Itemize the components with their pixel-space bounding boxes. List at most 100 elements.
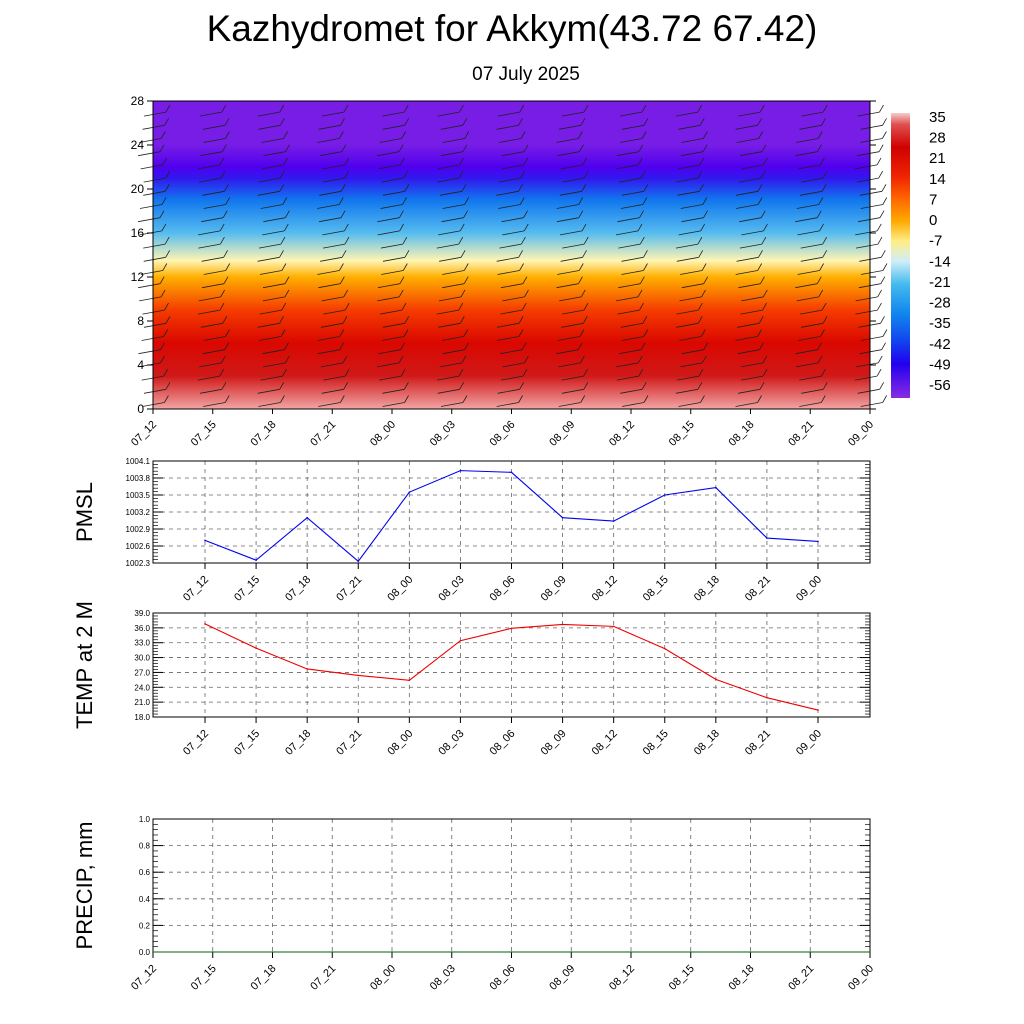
data-point bbox=[408, 491, 411, 493]
wind-barb-flag bbox=[285, 144, 290, 152]
wind-barb-flag bbox=[816, 276, 822, 284]
wind-barb bbox=[681, 349, 704, 355]
x-tick-label: 08_12 bbox=[590, 574, 620, 604]
wind-barb-flag bbox=[637, 355, 643, 364]
wind-barb bbox=[801, 177, 824, 183]
wind-barb-flag bbox=[520, 170, 525, 179]
wind-barb-flag bbox=[164, 118, 169, 126]
wind-barb-flag bbox=[762, 355, 768, 364]
wind-barb-flag bbox=[581, 223, 587, 232]
wind-barb bbox=[142, 309, 165, 315]
wind-barb-flag bbox=[458, 236, 464, 245]
x-tick-label: 07_21 bbox=[334, 728, 364, 758]
wind-barb-flag bbox=[280, 395, 285, 403]
wind-barb-flag bbox=[698, 250, 704, 258]
wind-barb bbox=[795, 283, 818, 289]
wind-barb-flag bbox=[637, 157, 643, 166]
wind-barb bbox=[380, 243, 403, 249]
wind-barb bbox=[735, 336, 758, 341]
wind-barb bbox=[556, 204, 579, 209]
wind-barb-flag bbox=[403, 170, 408, 179]
wind-barb bbox=[855, 296, 878, 302]
wind-barb bbox=[199, 362, 222, 368]
wind-barb bbox=[438, 296, 462, 302]
data-point bbox=[306, 516, 308, 519]
wind-barb bbox=[203, 270, 226, 275]
wind-barb-flag bbox=[461, 355, 467, 364]
wind-barb bbox=[198, 243, 221, 249]
wind-barb-flag bbox=[344, 302, 350, 311]
wind-barb-flag bbox=[339, 342, 345, 350]
wind-barb-flag bbox=[221, 355, 226, 364]
wind-barb bbox=[797, 270, 820, 275]
wind-barb-flag bbox=[159, 276, 165, 284]
x-tick-label: 07_18 bbox=[283, 728, 313, 758]
wind-barb bbox=[676, 309, 699, 315]
wind-barb-flag bbox=[521, 342, 527, 350]
wind-barb-flag bbox=[165, 104, 171, 113]
x-tick-label: 08_06 bbox=[488, 574, 518, 604]
data-point bbox=[663, 494, 666, 496]
wind-barb bbox=[320, 256, 343, 262]
wind-barb bbox=[502, 151, 525, 157]
wind-barb-flag bbox=[164, 184, 170, 192]
wind-barb-flag bbox=[761, 144, 767, 152]
wind-barb bbox=[318, 124, 341, 130]
x-tick-label: 08_09 bbox=[547, 963, 577, 993]
data-point bbox=[357, 674, 360, 677]
data-point bbox=[459, 469, 462, 472]
wind-barb bbox=[262, 283, 286, 289]
wind-barb-flag bbox=[402, 197, 407, 205]
wind-barb-flag bbox=[639, 302, 644, 311]
y-tick-label: 0.0 bbox=[139, 948, 151, 957]
y-tick-label: 21.0 bbox=[134, 698, 150, 707]
wind-barb-flag bbox=[280, 329, 286, 337]
x-tick-label: 08_18 bbox=[692, 728, 722, 758]
wind-barb bbox=[740, 309, 763, 315]
colorbar-tick-label: 14 bbox=[929, 171, 946, 188]
colorbar: 35 28 21 14 7 0 -7 -14 -21 -28 -35 -42 -49 -56 bbox=[891, 109, 951, 398]
wind-barb-flag bbox=[518, 329, 524, 337]
wind-barb-flag bbox=[159, 144, 165, 152]
wind-barb bbox=[438, 322, 461, 328]
x-tick-label: 08_00 bbox=[385, 728, 415, 758]
wind-barb-flag bbox=[404, 118, 409, 126]
wind-barb bbox=[796, 362, 819, 368]
wind-barb bbox=[561, 375, 584, 381]
wind-barb-flag bbox=[339, 276, 345, 284]
wind-barb-flag bbox=[877, 236, 883, 245]
data-point bbox=[715, 486, 717, 489]
wind-barb bbox=[202, 190, 225, 196]
wind-barb-flag bbox=[816, 210, 822, 218]
wind-barb bbox=[382, 190, 406, 196]
wind-barb-flag bbox=[880, 316, 885, 324]
wind-barb bbox=[381, 177, 404, 183]
wind-barb bbox=[377, 283, 401, 289]
wind-barb-flag bbox=[519, 382, 524, 390]
wind-barb bbox=[740, 362, 763, 368]
wind-barb-flag bbox=[702, 131, 708, 139]
data-point bbox=[561, 516, 564, 519]
wind-barb-flag bbox=[818, 289, 824, 298]
wind-barb-flag bbox=[398, 144, 404, 152]
wind-barb bbox=[797, 230, 820, 236]
wind-barb-flag bbox=[697, 316, 703, 324]
wind-barb bbox=[377, 230, 400, 236]
wind-barb-flag bbox=[399, 276, 405, 284]
wind-barb-flag bbox=[163, 368, 169, 377]
wind-barb-flag bbox=[284, 276, 290, 284]
wind-barb bbox=[739, 151, 763, 157]
wind-barb-flag bbox=[222, 316, 228, 324]
y-tick-label: 20 bbox=[131, 182, 145, 196]
wind-barb bbox=[497, 388, 520, 394]
wind-barb-flag bbox=[460, 250, 466, 258]
wind-barb-flag bbox=[463, 329, 469, 337]
wind-barb-flag bbox=[462, 144, 468, 152]
x-tick-label: 08_06 bbox=[488, 963, 518, 993]
x-tick-label: 08_21 bbox=[743, 728, 773, 758]
wind-barb bbox=[436, 243, 459, 249]
wind-barb-flag bbox=[822, 170, 828, 179]
wind-barb-flag bbox=[820, 157, 825, 166]
wind-barb bbox=[317, 138, 340, 143]
x-tick-label: 08_15 bbox=[667, 963, 697, 993]
